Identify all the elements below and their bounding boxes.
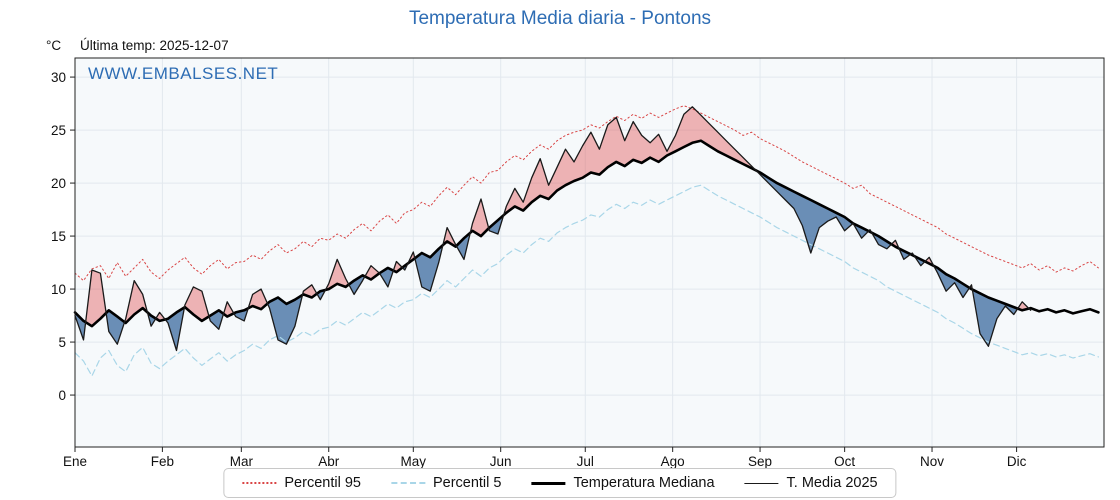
legend-label: Percentil 5 <box>432 475 502 491</box>
svg-text:30: 30 <box>51 70 66 85</box>
svg-text:10: 10 <box>51 282 66 297</box>
legend-label: T. Media 2025 <box>786 475 878 491</box>
legend-item-mediana: Temperatura Mediana <box>531 475 715 491</box>
svg-text:25: 25 <box>51 123 66 138</box>
legend-label: Percentil 95 <box>284 475 361 491</box>
chart-title: Temperatura Media diaria - Pontons <box>408 8 712 29</box>
svg-text:Oct: Oct <box>834 454 855 469</box>
svg-text:Mar: Mar <box>230 454 254 469</box>
y-axis-unit-label: °C <box>46 38 62 53</box>
chart-legend: Percentil 95 Percentil 5 Temperatura Med… <box>223 468 897 498</box>
legend-item-percentil-5: Percentil 5 <box>390 475 502 491</box>
mediana-line-sample <box>531 481 566 485</box>
svg-text:Dic: Dic <box>1007 454 1027 469</box>
svg-text:Jul: Jul <box>577 454 594 469</box>
svg-text:0: 0 <box>58 388 66 403</box>
legend-item-t-media-2025: T. Media 2025 <box>744 475 878 491</box>
svg-text:Jun: Jun <box>490 454 512 469</box>
svg-text:20: 20 <box>51 176 66 191</box>
svg-text:15: 15 <box>51 229 66 244</box>
svg-text:Feb: Feb <box>151 454 174 469</box>
percentil-95-line-sample <box>242 482 277 484</box>
last-temp-label: Última temp: 2025-12-07 <box>80 38 229 53</box>
legend-label: Temperatura Mediana <box>573 475 715 491</box>
svg-text:Ene: Ene <box>63 454 87 469</box>
svg-text:May: May <box>401 454 427 469</box>
svg-text:Abr: Abr <box>318 454 340 469</box>
legend-item-percentil-95: Percentil 95 <box>242 475 361 491</box>
svg-text:Ago: Ago <box>661 454 685 469</box>
svg-text:Nov: Nov <box>920 454 944 469</box>
percentil-5-line-sample <box>390 482 425 484</box>
t-media-2025-line-sample <box>744 482 779 484</box>
svg-text:5: 5 <box>58 335 66 350</box>
watermark: WWW.EMBALSES.NET <box>88 64 279 83</box>
svg-text:Sep: Sep <box>748 454 772 469</box>
